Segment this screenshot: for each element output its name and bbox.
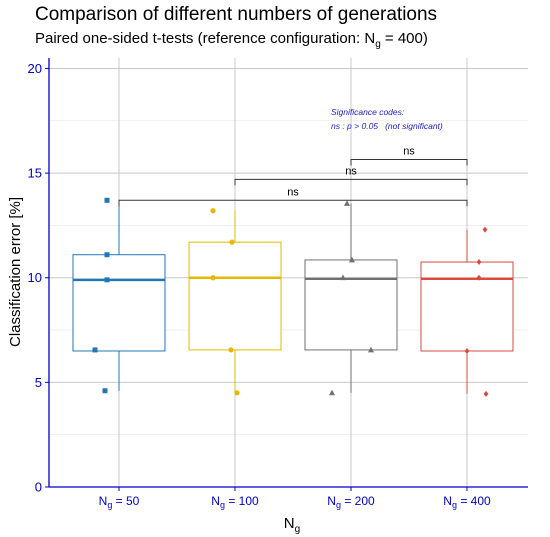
data-point [104,252,110,258]
subtitle-subscript: g [375,39,381,50]
chart-subtitle: Paired one-sided t-tests (reference conf… [35,30,428,50]
x-tick-label: Ng = 200 [327,494,375,510]
data-point [344,200,350,206]
y-tick-label: 5 [35,375,42,390]
y-tick-label: 0 [35,480,42,495]
y-axis-label: Classification error [%] [7,197,24,347]
y-tick-label: 20 [28,61,42,76]
data-point [102,388,108,394]
x-tick-label: Ng = 50 [99,494,140,510]
box [72,254,166,352]
data-point [210,208,216,214]
subtitle-text-end: = 400) [380,30,428,47]
boxes [72,200,514,394]
significance-heading: Significance codes: [331,107,405,117]
comparison-bracket [234,178,468,186]
y-tick-label: 10 [28,270,42,285]
x-axis-label: Ng [284,515,300,535]
points [92,197,489,397]
x-tick-label: Ng = 400 [443,494,491,510]
comparison-label: ns [403,145,415,157]
box [420,261,514,352]
x-tick-label: Ng = 100 [211,494,259,510]
significance-line: ns : p > 0.05 (not significant) [331,121,443,131]
data-point [482,226,488,233]
data-point [464,347,470,354]
comparisons: ns ns ns [118,145,468,207]
data-point [340,274,346,281]
subtitle-text: Paired one-sided t-tests (reference conf… [35,30,376,47]
data-point [476,274,482,281]
box [304,259,398,351]
comparison-bracket [350,158,468,166]
data-point [476,259,482,266]
data-point [104,197,110,203]
comparison-label: ns [345,165,357,177]
axes: 0 5 10 15 20 Ng = 50 Ng = 100 Ng = 200 Ng = 400 [28,58,528,510]
comparison-bracket [118,199,468,207]
box [188,241,282,351]
data-point [228,347,234,353]
data-point [234,390,240,396]
data-point [104,277,110,283]
chart-title: Comparison of different numbers of gener… [35,4,438,25]
data-point [329,389,335,396]
data-point [229,239,235,245]
data-point [349,256,355,263]
data-point [483,390,489,397]
data-point [210,275,216,281]
x-axis-label-sub: g [295,524,301,535]
comparison-label: ns [287,186,299,198]
data-point [92,347,98,353]
data-point [368,346,374,353]
y-tick-label: 15 [28,166,42,181]
